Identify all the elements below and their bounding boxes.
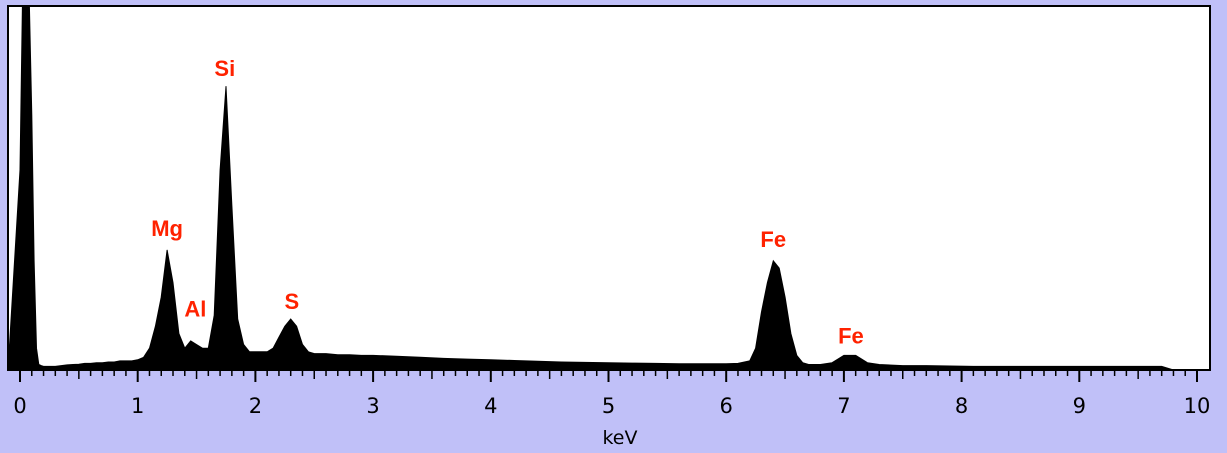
tick-label: 9 [1073,394,1086,418]
tick-label: 7 [837,394,850,418]
tick-label: 5 [602,394,615,418]
tick-label: 1 [131,394,144,418]
x-axis-title: keV [602,427,637,449]
tick-label: 0 [13,394,26,418]
peak-label: Fe [838,324,864,349]
peak-label: Si [214,56,235,81]
tick-label: 4 [484,394,497,418]
peak-label: Al [184,296,206,321]
tick-label: 6 [720,394,733,418]
tick-label: 3 [366,394,379,418]
tick-label: 2 [249,394,262,418]
peak-label: S [285,289,300,314]
peak-label: Mg [151,216,183,241]
peak-label: Fe [760,227,786,252]
tick-label: 8 [955,394,968,418]
tick-label: 10 [1184,394,1211,418]
